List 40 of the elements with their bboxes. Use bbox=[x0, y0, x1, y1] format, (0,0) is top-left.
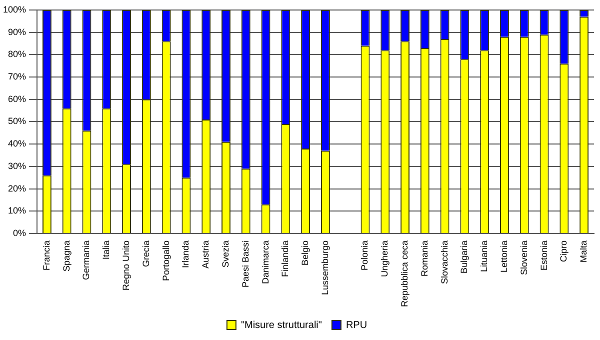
y-tick-label: 90% bbox=[8, 26, 26, 37]
y-tick-label: 70% bbox=[8, 72, 26, 82]
y-tick-label: 20% bbox=[8, 183, 26, 194]
x-tick-label: Estonia bbox=[538, 240, 549, 270]
legend-label: RPU bbox=[346, 320, 368, 331]
x-tick-label: Romania bbox=[419, 240, 430, 276]
y-tick-label: 10% bbox=[8, 206, 26, 216]
x-tick-label: Spagna bbox=[61, 240, 72, 272]
x-tick-label: Italia bbox=[101, 240, 112, 260]
x-tick-label: Lussemburgo bbox=[320, 240, 330, 296]
x-tick-label: Grecia bbox=[140, 240, 151, 267]
x-tick-label: Bulgaria bbox=[459, 240, 470, 274]
y-tick-label: 50% bbox=[8, 116, 26, 126]
x-tick-label: Slovenia bbox=[518, 240, 529, 275]
x-tick-label: Regno Unito bbox=[121, 240, 132, 291]
x-tick-label: Svezia bbox=[220, 240, 230, 268]
x-tick-label: Finlandia bbox=[280, 240, 290, 277]
x-tick-label: Cipro bbox=[558, 240, 569, 262]
y-tick-label: 30% bbox=[8, 160, 26, 171]
legend-label: "Misure strutturali" bbox=[240, 320, 322, 331]
y-tick-label: 100% bbox=[2, 4, 26, 14]
x-tick-label: Belgio bbox=[300, 240, 310, 266]
y-tick-label: 0% bbox=[13, 228, 26, 238]
x-tick-label: Repubblica ceca bbox=[400, 240, 410, 308]
x-tick-label: Irlanda bbox=[180, 240, 191, 268]
x-tick-label: Slovacchia bbox=[439, 240, 450, 284]
x-tick-label: Austria bbox=[200, 240, 211, 268]
y-tick-label: 60% bbox=[8, 94, 26, 104]
x-tick-label: Germania bbox=[81, 240, 92, 280]
y-tick-label: 40% bbox=[8, 138, 26, 149]
x-tick-label: Lituania bbox=[479, 240, 490, 272]
x-tick-label: Lettonia bbox=[498, 240, 509, 272]
y-tick-label: 80% bbox=[8, 49, 26, 60]
x-tick-label: Ungheria bbox=[380, 240, 390, 277]
x-tick-label: Portogallo bbox=[160, 240, 171, 281]
x-tick-label: Paesi Bassi bbox=[240, 240, 250, 288]
x-tick-label: Francia bbox=[41, 240, 52, 270]
x-tick-label: Danimarca bbox=[260, 240, 270, 284]
x-tick-label: Polonia bbox=[360, 240, 370, 270]
x-tick-label: Malta bbox=[578, 240, 589, 262]
